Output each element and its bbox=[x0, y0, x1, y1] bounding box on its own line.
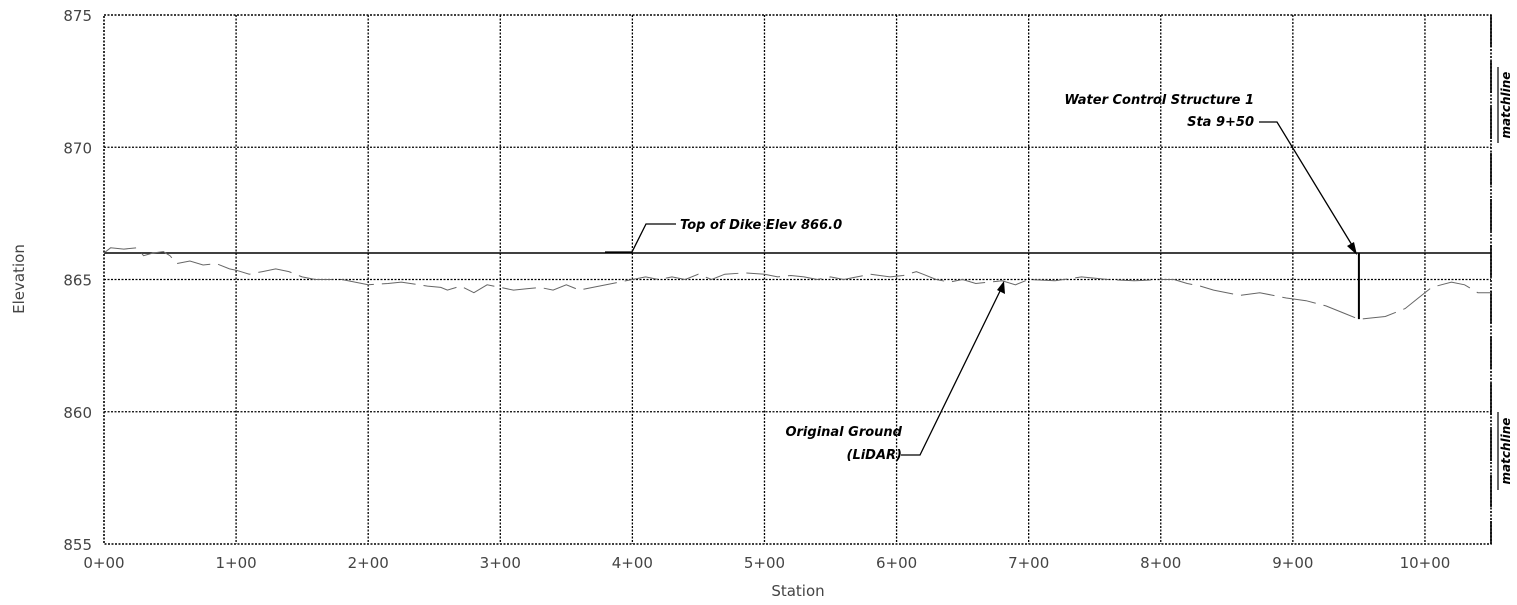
matchline-label-top: matchline bbox=[1499, 72, 1513, 139]
y-axis-title: Elevation bbox=[10, 244, 28, 314]
y-tick-label: 875 bbox=[63, 7, 92, 25]
x-tick-label: 7+00 bbox=[1008, 554, 1049, 572]
ground-label-line2: (LiDAR) bbox=[847, 448, 903, 463]
y-tick-label: 855 bbox=[63, 536, 92, 554]
structure-leader-arrowhead bbox=[1347, 242, 1357, 255]
x-axis-title: Station bbox=[771, 582, 824, 600]
x-tick-label: 10+00 bbox=[1400, 554, 1451, 572]
y-tick-label: 865 bbox=[63, 272, 92, 290]
structure-label-line2: Sta 9+50 bbox=[1187, 115, 1254, 130]
dike-leader-line bbox=[605, 223, 676, 253]
x-tick-label: 1+00 bbox=[215, 554, 256, 572]
y-tick-labels: 855 860 865 870 875 bbox=[63, 7, 92, 554]
ground-leader-line bbox=[901, 286, 1003, 456]
ground-leader-arrowhead bbox=[997, 281, 1005, 294]
structure-label-line1: Water Control Structure 1 bbox=[1064, 93, 1254, 108]
x-tick-label: 8+00 bbox=[1140, 554, 1181, 572]
y-tick-label: 860 bbox=[63, 404, 92, 422]
structure-leader-line bbox=[1259, 121, 1356, 251]
x-tick-label: 2+00 bbox=[348, 554, 389, 572]
matchline-label-bg-bottom bbox=[1496, 408, 1514, 494]
x-tick-labels: 0+00 1+00 2+00 3+00 4+00 5+00 6+00 7+00 8+00 9+00… bbox=[83, 554, 1450, 572]
plot-area-border bbox=[103, 14, 1492, 545]
x-tick-label: 4+00 bbox=[612, 554, 653, 572]
series-layer bbox=[103, 247, 1491, 320]
matchline-label-bottom: matchline bbox=[1499, 418, 1513, 485]
x-tick-label: 5+00 bbox=[744, 554, 785, 572]
x-tick-label: 9+00 bbox=[1272, 554, 1313, 572]
ground-label-line1: Original Ground bbox=[785, 425, 902, 440]
x-tick-label: 0+00 bbox=[83, 554, 124, 572]
dike-label: Top of Dike Elev 866.0 bbox=[680, 218, 842, 233]
original-ground-line bbox=[103, 247, 1491, 320]
y-tick-label: 870 bbox=[63, 139, 92, 157]
x-tick-label: 3+00 bbox=[480, 554, 521, 572]
x-tick-label: 6+00 bbox=[876, 554, 917, 572]
matchline-label-bg-top bbox=[1496, 62, 1514, 146]
horizontal-gridlines bbox=[104, 146, 1491, 413]
